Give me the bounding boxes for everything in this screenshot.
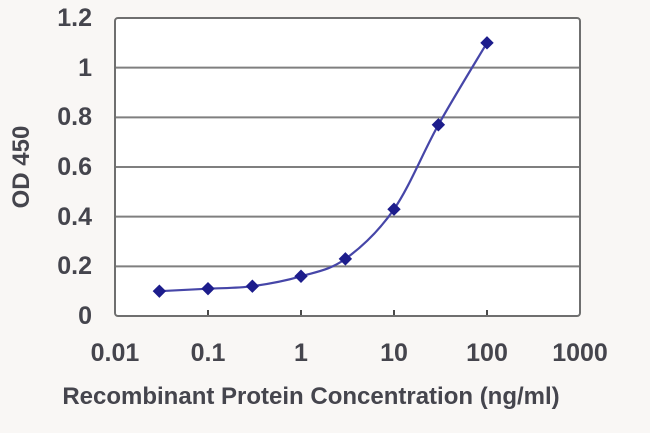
y-axis-tick-label: 0.8 (57, 103, 92, 132)
x-axis-tick-label: 1 (294, 339, 308, 367)
plot-border (114, 17, 581, 317)
x-axis-title: Recombinant Protein Concentration (ng/ml… (62, 383, 560, 410)
y-axis-tick-label: 0 (78, 302, 92, 330)
x-axis-tick-label: 0.01 (90, 339, 140, 367)
x-axis-tick-label: 100 (466, 339, 508, 367)
data-point-marker (431, 118, 446, 132)
data-point-marker (480, 36, 494, 50)
y-axis-tick-label: 1 (78, 53, 92, 82)
x-axis-tick-label: 0.1 (190, 339, 226, 367)
data-point-marker (245, 279, 260, 293)
data-point-marker (152, 284, 167, 298)
data-point-marker (338, 252, 353, 266)
y-axis-tick-label: 0.6 (57, 153, 92, 181)
x-axis-tick-label: 10 (380, 339, 408, 367)
y-axis-tick-label: 1.2 (57, 4, 92, 32)
y-axis-title: OD 450 (8, 125, 35, 209)
x-axis-tick-label: 1000 (552, 339, 608, 367)
data-point-marker (294, 269, 308, 283)
y-axis-tick-label: 0.2 (57, 252, 92, 281)
data-point-marker (387, 202, 401, 216)
data-point-marker (201, 281, 215, 296)
y-axis-tick-label: 0.4 (57, 202, 92, 231)
